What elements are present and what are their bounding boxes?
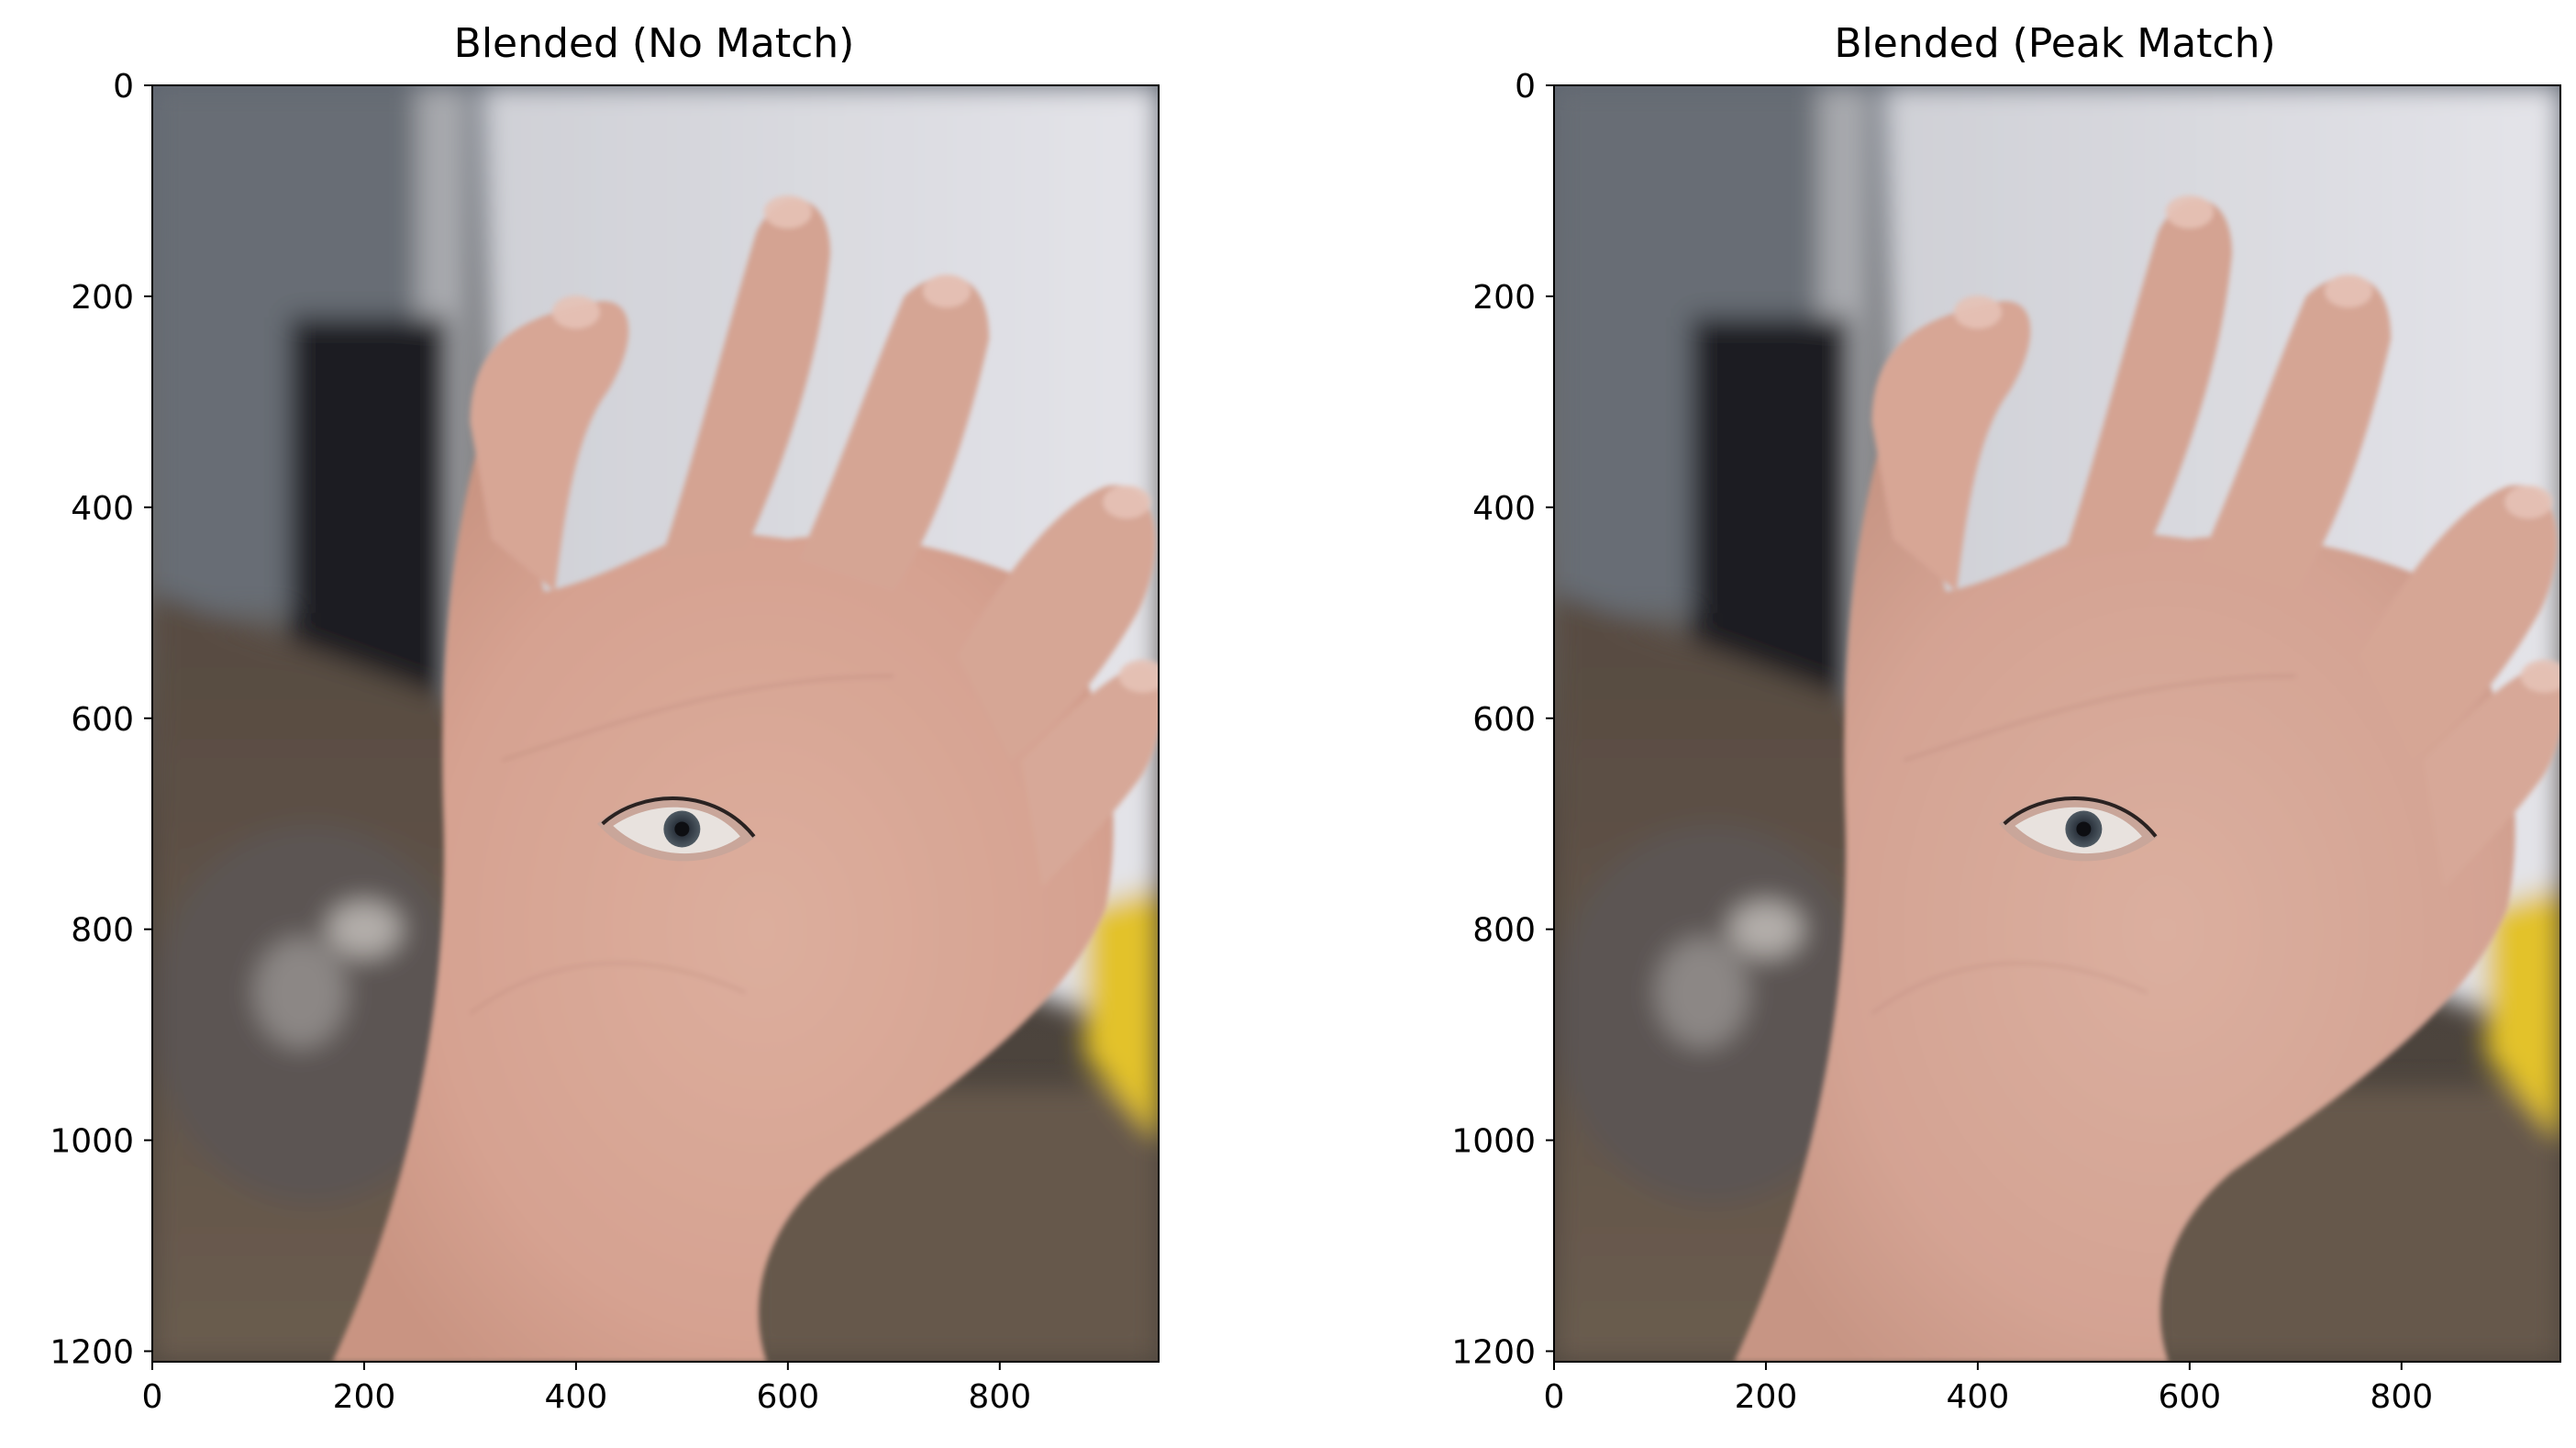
x-tick-label: 200 bbox=[1735, 1378, 1798, 1416]
y-tick-label: 400 bbox=[71, 490, 134, 528]
y-tick-label: 200 bbox=[1472, 279, 1536, 317]
image-panel-no-match: 0 200 400 600 800 0 200 400 600 800 1000 1200 bbox=[50, 68, 1160, 1416]
x-tick-label: 0 bbox=[1544, 1378, 1565, 1416]
y-tick-label: 400 bbox=[1472, 490, 1536, 528]
x-tick-label: 200 bbox=[333, 1378, 396, 1416]
y-tick-label: 1000 bbox=[50, 1123, 134, 1161]
y-tick-label: 600 bbox=[1472, 701, 1536, 739]
y-tick-label: 800 bbox=[71, 912, 134, 950]
panel-title-no-match: Blended (No Match) bbox=[453, 20, 855, 67]
image-panel-peak-match: 0 200 400 600 800 0 200 400 600 800 1000 1200 bbox=[1451, 68, 2561, 1416]
axes-frame bbox=[151, 84, 1160, 1363]
x-tick-label: 600 bbox=[756, 1378, 819, 1416]
y-tick-label: 1000 bbox=[1451, 1123, 1536, 1161]
eye bbox=[1998, 796, 2159, 862]
x-tick-label: 400 bbox=[545, 1378, 608, 1416]
axes-frame bbox=[1553, 84, 2561, 1363]
x-tick-label: 400 bbox=[1947, 1378, 2010, 1416]
y-tick-label: 1200 bbox=[1451, 1334, 1536, 1372]
x-tick-label: 600 bbox=[2158, 1378, 2221, 1416]
x-tick-label: 800 bbox=[968, 1378, 1031, 1416]
x-tick-label: 0 bbox=[142, 1378, 163, 1416]
y-tick-label: 600 bbox=[71, 701, 134, 739]
y-tick-label: 0 bbox=[1515, 68, 1536, 106]
y-tick-label: 200 bbox=[71, 279, 134, 317]
y-tick-label: 1200 bbox=[50, 1334, 134, 1372]
panel-title-peak-match: Blended (Peak Match) bbox=[1834, 20, 2276, 67]
photo bbox=[152, 85, 1159, 1362]
hand bbox=[1734, 195, 2560, 1362]
x-tick-label: 800 bbox=[2370, 1378, 2433, 1416]
hand bbox=[332, 195, 1159, 1362]
eye bbox=[596, 796, 757, 862]
y-tick-label: 800 bbox=[1472, 912, 1536, 950]
photo bbox=[1554, 85, 2560, 1362]
y-tick-label: 0 bbox=[113, 68, 134, 106]
